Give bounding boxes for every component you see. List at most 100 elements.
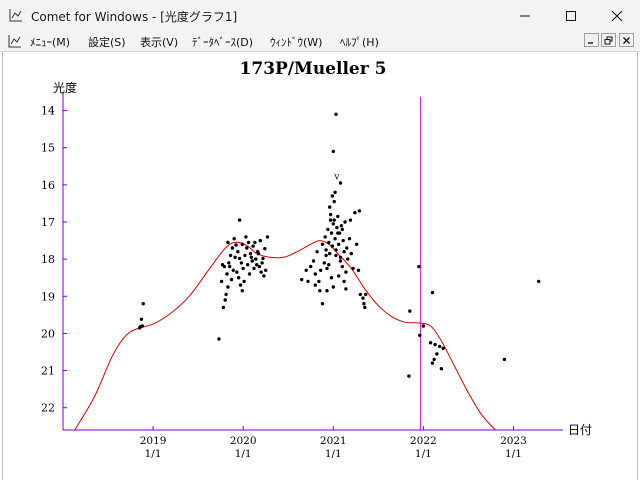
annotation-label: v xyxy=(333,172,340,182)
x-tick-day-label: 1/1 xyxy=(415,448,432,460)
observation-point xyxy=(241,266,245,271)
observation-point xyxy=(137,326,142,330)
menu-item-view[interactable]: 表示(V) xyxy=(140,36,179,49)
observation-point xyxy=(244,235,248,239)
observation-point xyxy=(217,337,221,341)
y-tick-label: 20 xyxy=(41,327,55,340)
light-curve-chart: 173P/Mueller 5 光度 日付 1415161718192021222… xyxy=(41,59,592,460)
maximize-icon xyxy=(566,10,576,21)
mdi-close-icon xyxy=(623,36,630,44)
observation-point xyxy=(141,302,145,306)
observation-point xyxy=(252,266,256,271)
observation-point xyxy=(324,253,328,258)
observation-point xyxy=(441,346,445,350)
observation-point xyxy=(334,248,338,252)
mdi-restore-button[interactable] xyxy=(601,33,616,47)
x-tick-year-label: 2022 xyxy=(410,435,437,447)
observation-point xyxy=(237,218,242,222)
menu-item-help[interactable]: ﾍﾙﾌﾟ(H) xyxy=(340,36,379,49)
maximize-button[interactable] xyxy=(548,0,594,31)
observation-point xyxy=(221,305,226,310)
observation-point xyxy=(225,272,229,276)
observation-point xyxy=(322,261,326,265)
close-button[interactable] xyxy=(594,0,640,31)
graph-icon xyxy=(9,9,22,22)
observation-point xyxy=(250,259,254,263)
x-tick-year-label: 2023 xyxy=(500,435,527,447)
observation-point xyxy=(336,231,340,235)
close-icon xyxy=(611,10,623,21)
observation-point xyxy=(264,268,268,272)
observation-point xyxy=(408,309,412,313)
mdi-restore-icon xyxy=(604,36,613,44)
x-tick-day-label: 1/1 xyxy=(235,448,252,460)
observation-point xyxy=(219,279,224,284)
observation-point xyxy=(243,253,247,258)
observation-point xyxy=(262,274,266,278)
observation-point xyxy=(317,279,321,284)
observation-point xyxy=(337,274,341,278)
observation-point xyxy=(430,290,435,295)
minimize-button[interactable] xyxy=(502,0,548,31)
menu-item-settings[interactable]: 設定(S) xyxy=(88,36,126,49)
observation-point xyxy=(336,214,340,219)
y-tick-label: 22 xyxy=(41,402,55,415)
observation-point xyxy=(237,256,242,261)
observation-point xyxy=(435,352,439,356)
observation-point xyxy=(311,259,316,263)
observation-point xyxy=(335,225,339,230)
observation-point xyxy=(351,266,355,271)
observation-point xyxy=(249,255,253,259)
predicted-light-curve xyxy=(74,240,496,430)
chart-title: 173P/Mueller 5 xyxy=(240,59,387,79)
observation-point xyxy=(341,238,345,243)
menu-item-window[interactable]: ｳｨﾝﾄﾞｳ(W) xyxy=(270,36,323,49)
observation-point xyxy=(320,242,325,246)
observation-point xyxy=(334,112,338,116)
observation-point xyxy=(309,264,313,269)
observation-point xyxy=(331,222,335,226)
observation-point xyxy=(323,235,327,239)
observation-point xyxy=(242,279,246,284)
mdi-close-button[interactable] xyxy=(619,33,634,47)
observation-point xyxy=(334,253,338,258)
y-tick-label: 18 xyxy=(41,253,55,266)
observation-point xyxy=(347,237,352,241)
menu-item-database[interactable]: ﾃﾞｰﾀﾍﾞｰｽ(D) xyxy=(192,36,254,49)
observation-point xyxy=(332,199,336,204)
observation-point xyxy=(240,289,244,293)
observation-point xyxy=(333,237,337,241)
title-bar[interactable]: Comet for Windows - [光度グラフ1] xyxy=(0,0,640,31)
observation-point xyxy=(237,276,241,280)
observation-point xyxy=(349,251,353,256)
observation-point xyxy=(537,279,541,284)
observation-point xyxy=(259,270,263,274)
observation-point xyxy=(254,257,258,261)
observation-point xyxy=(353,211,357,215)
observation-point xyxy=(227,261,231,265)
observation-point xyxy=(329,231,334,235)
observation-point xyxy=(502,357,507,362)
observation-point xyxy=(331,285,335,289)
menu-item-menu[interactable]: ﾒﾆｭｰ(M) xyxy=(30,36,71,49)
observation-point xyxy=(344,287,348,291)
observation-point xyxy=(330,244,335,248)
observation-point xyxy=(332,218,336,222)
observation-point xyxy=(223,298,227,302)
observation-point xyxy=(224,292,228,297)
observation-point xyxy=(256,251,261,256)
graph-icon[interactable] xyxy=(8,34,22,48)
observation-point xyxy=(407,374,411,378)
observation-point xyxy=(356,268,361,272)
observation-point xyxy=(342,279,346,284)
menu-bar: ﾒﾆｭｰ(M) 設定(S) 表示(V) ﾃﾞｰﾀﾍﾞｰｽ(D) ｳｨﾝﾄﾞｳ(W… xyxy=(0,31,640,52)
mdi-minimize-button[interactable] xyxy=(584,33,599,47)
observation-point xyxy=(233,255,237,259)
observation-point xyxy=(433,342,437,347)
y-tick-label: 21 xyxy=(41,365,55,378)
observation-point xyxy=(255,263,259,267)
observation-point xyxy=(421,324,426,328)
observation-point xyxy=(319,268,323,272)
y-axis-label: 光度 xyxy=(53,80,77,95)
observation-point xyxy=(230,246,235,250)
